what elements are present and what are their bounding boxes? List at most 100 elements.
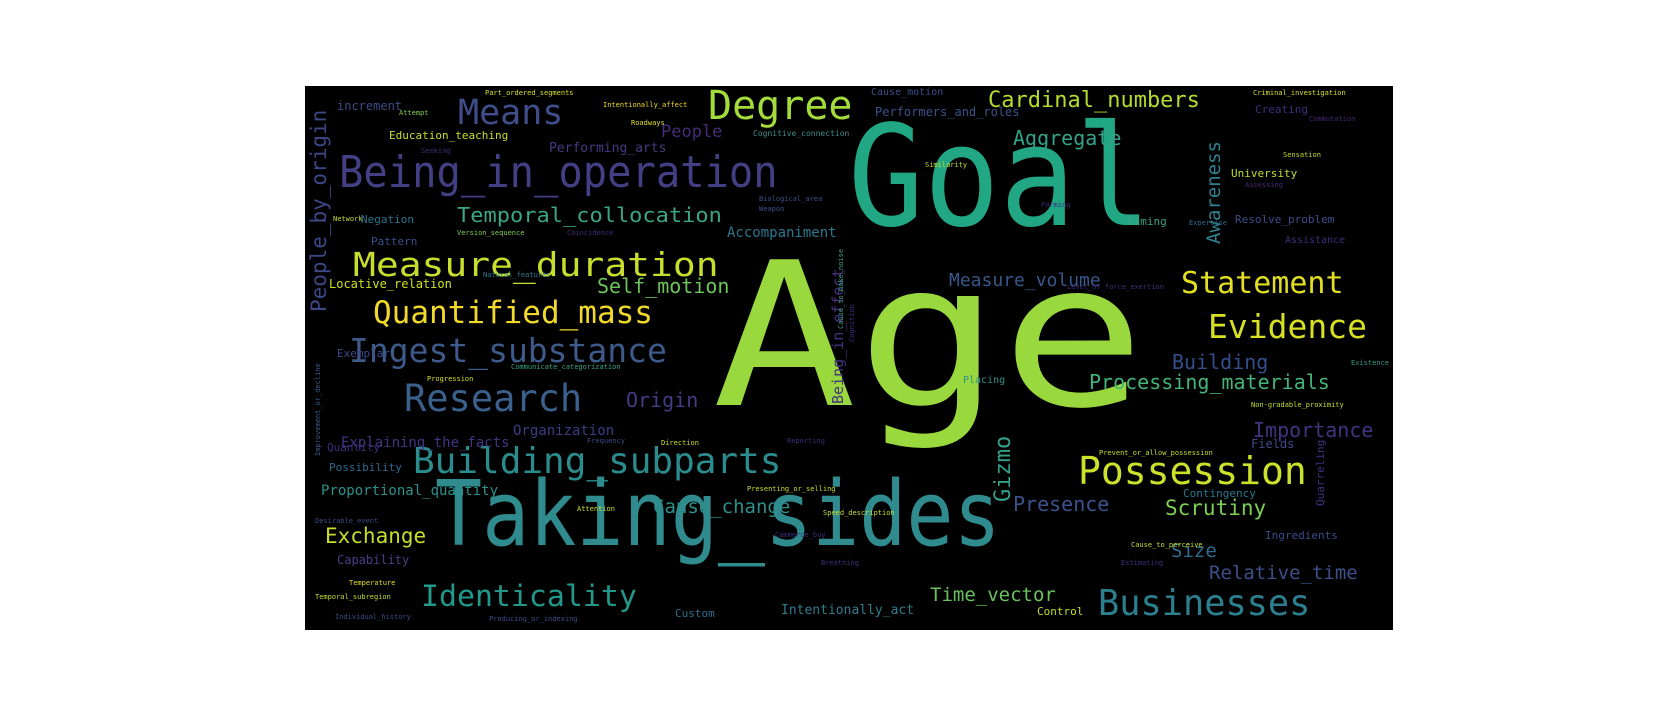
word-ingest-substance: Ingest_substance [349,331,667,370]
word-university: University [1231,167,1298,180]
word-ingredients: Ingredients [1265,529,1338,542]
word-possession: Possession [1078,449,1307,493]
word-custom: Custom [675,607,715,620]
word-measure-duration: Measure_duration [353,245,719,284]
word-performers-and-roles: Performers_and_roles [875,105,1020,119]
word-scrutiny: Scrutiny [1165,496,1267,520]
word-version-sequence: Version_sequence [457,229,525,237]
word-evidence: Evidence [1208,307,1367,346]
word-accompaniment: Accompaniment [727,225,837,241]
word-coincidence: Coincidence [567,229,614,237]
word-possibility: Possibility [329,461,402,474]
word-age: Age [712,220,1146,453]
word-level-of-force-exertion: Level_of_force_exertion [1067,283,1164,291]
word-quantified-mass: Quantified_mass [373,295,653,331]
word-assistance: Assistance [1285,235,1346,246]
word-commutation: Commutation [1309,115,1356,123]
word-performing-arts: Performing_arts [549,141,667,156]
word-resolve-problem: Resolve_problem [1235,213,1335,226]
word-temporal-subregion: Temporal_subregion [315,593,391,601]
word-education-teaching: Education_teaching [389,129,509,142]
word-sensation: Sensation [1283,151,1321,159]
word-presenting-or-selling: Presenting_or_selling [747,485,836,493]
word-measure-volume: Measure_volume [949,270,1101,291]
word-part-ordered-segments: Part_ordered_segments [485,89,574,97]
word-network: Network [333,215,363,223]
word-businesses: Businesses [1098,583,1311,624]
word-cloud: Age Goal Taking_sides Being_in_operation… [305,86,1393,630]
word-cognition: Cognition [848,304,856,342]
word-breathing: Breathing [821,559,859,567]
word-intentionally-act: Intentionally_act [781,603,915,618]
word-locative-relation: Locative_relation [329,277,452,291]
word-direction: Direction [661,439,699,447]
word-time-vector: Time_vector [930,584,1056,606]
word-self-motion: Self_motion [597,274,730,298]
word-negation: Negation [361,213,414,226]
word-intentionally-affect: Intentionally_affect [603,101,688,109]
word-seeking: Seeking [421,147,451,155]
word-cognitive-connection: Cognitive_connection [753,129,850,138]
word-cardinal-numbers: Cardinal_numbers [988,88,1200,113]
word-desirable-event: Desirable_event [315,517,379,525]
word-control: Control [1037,605,1084,618]
word-statement: Statement [1181,266,1344,301]
word-cause-to-perceive: Cause_to_perceive [1131,541,1203,549]
word-roadways: Roadways [631,119,665,127]
word-aiming: Aiming [1127,215,1167,228]
word-means: Means [458,93,564,133]
word-individual-history: Individual_history [335,613,411,621]
word-natural-features: Natural_features [483,271,551,279]
word-temporal-collocation: Temporal_collocation [457,203,722,227]
word-research: Research [404,377,583,420]
word-taking-sides: Taking_sides [435,462,1001,567]
word-capability: Capability [337,553,410,567]
word-gizmo: Gizmo [991,435,1016,502]
word-commerce-buy: Commerce_buy [775,531,826,539]
word-degree: Degree [708,86,853,129]
word-temperature: Temperature [349,579,396,587]
word-reporting: Reporting [787,437,825,445]
word-pattern: Pattern [371,235,418,248]
word-explaining-the-facts: Explaining_the_facts [341,435,510,451]
word-frequency: Frequency [587,437,625,445]
word-progression: Progression [427,375,474,383]
word-similarity: Similarity [925,161,968,169]
word-quantity: Quantity [327,441,380,454]
word-creating: Creating [1255,103,1308,116]
word-building-subparts: Building_subparts [413,441,782,482]
word-relative-time: Relative_time [1209,562,1358,584]
word-existence: Existence [1351,359,1389,367]
word-attempt: Attempt [399,109,429,117]
word-origin: Origin [626,388,699,412]
word-identicality: Identicality [421,579,637,613]
word-forming: Forming [1041,201,1071,209]
word-quarreling: Quarreling [1314,439,1327,506]
word-speed-description: Speed_description [823,509,895,517]
word-organization: Organization [513,423,615,439]
word-importance: Importance [1253,418,1374,442]
word-estimating: Estimating [1121,559,1164,567]
word-producing-or-indexing: Producing_or_indexing [489,615,578,623]
word-aggregate: Aggregate [1013,126,1122,150]
word-people: People [661,122,723,142]
word-fields: Fields [1251,437,1295,451]
word-prevent-or-allow-possession: Prevent_or_allow_possession [1099,449,1213,457]
word-presence: Presence [1013,492,1110,516]
word-criminal-investigation: Criminal_investigation [1253,89,1346,97]
word-communicate-categorization: Communicate_categorization [511,363,621,371]
word-biological-area: Biological_area [759,195,823,203]
word-being-in-operation: Being_in_operation [339,147,778,198]
word-contingency: Contingency [1183,487,1256,500]
word-increment: increment [337,99,403,113]
word-improvement-or-decline: Improvement_or_decline [314,363,322,456]
word-cause-change: Cause_change [653,496,791,518]
word-building: Building [1172,350,1269,374]
word-awareness: Awareness [1203,141,1225,244]
word-non-gradable-proximity: Non-gradable_proximity [1251,401,1344,409]
word-goal: Goal [848,96,1152,259]
word-weapon: Weapon [759,205,785,213]
word-exemplar: Exemplar [337,347,390,360]
word-people-by-origin: People_by_origin [307,109,331,312]
word-assessing: Assessing [1245,181,1283,189]
